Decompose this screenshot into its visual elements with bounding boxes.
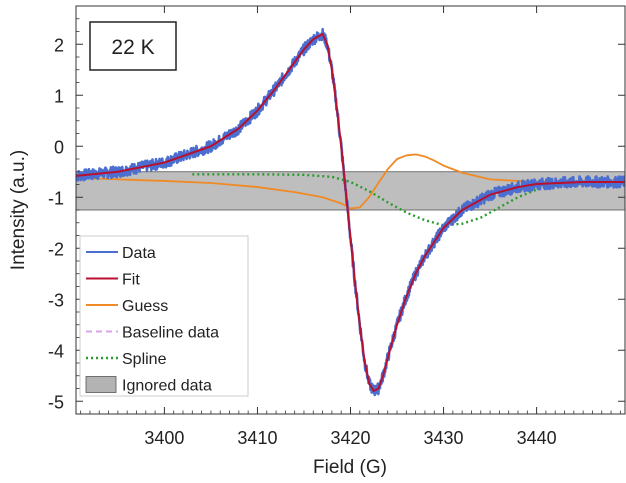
- legend-label: Ignored data: [122, 378, 212, 395]
- legend-label: Guess: [122, 298, 168, 315]
- y-tick-label: -4: [48, 341, 64, 361]
- temperature-annotation-box: 22 K: [89, 21, 177, 71]
- legend-label: Baseline data: [122, 325, 219, 342]
- legend-label: Spline: [122, 351, 167, 368]
- x-tick-label: 3440: [517, 428, 557, 448]
- legend-label: Fit: [122, 272, 140, 289]
- x-tick-label: 3420: [330, 428, 370, 448]
- axis-ticks: 3400 3410 3420 3430 3440 2 1 0 -1 -2 -3 -4 -5: [48, 6, 625, 448]
- y-tick-label: 1: [54, 86, 64, 106]
- y-tick-label: -2: [48, 239, 64, 259]
- y-tick-label: -3: [48, 290, 64, 310]
- ignored-band-layer: [76, 171, 625, 211]
- annotation-frame: [89, 21, 177, 71]
- legend-frame: [79, 235, 249, 397]
- y-tick-label: 0: [54, 137, 64, 157]
- x-tick-label: 3410: [237, 428, 277, 448]
- legend-swatch-box: [85, 376, 117, 393]
- ignored-data-band: [76, 171, 625, 211]
- legend-label: Data: [122, 245, 156, 262]
- legend: Data Fit Guess Baseline data Spline Ignored d…: [79, 235, 249, 397]
- series-guess: [76, 153, 625, 210]
- x-tick-label: 3430: [424, 428, 464, 448]
- x-tick-label: 3400: [144, 428, 184, 448]
- y-axis-label: Intensity (a.u.): [8, 150, 29, 270]
- y-tick-label: -1: [48, 188, 64, 208]
- y-tick-label: 2: [54, 35, 64, 55]
- temperature-annotation: 22 K: [111, 36, 154, 59]
- x-axis-label: Field (G): [313, 457, 387, 478]
- series-fit: [76, 33, 625, 393]
- series-spline: [192, 173, 625, 227]
- y-tick-label: -5: [48, 392, 64, 412]
- series-layer: [76, 27, 625, 397]
